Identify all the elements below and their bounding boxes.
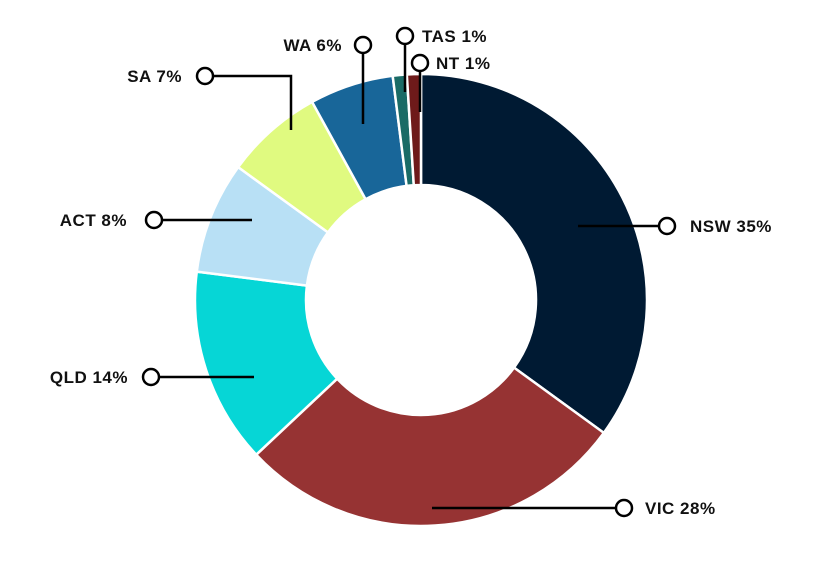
- data-label-vic: VIC 28%: [645, 499, 716, 518]
- leader-marker-sa: [195, 66, 215, 86]
- data-label-wa: WA 6%: [283, 36, 342, 55]
- leader-marker-qld: [141, 367, 161, 387]
- data-label-qld: QLD 14%: [50, 368, 128, 387]
- leader-marker-wa: [353, 35, 373, 55]
- leader-marker-nsw: [657, 216, 677, 236]
- leader-marker-tas: [395, 26, 415, 46]
- leader-marker-vic: [614, 498, 634, 518]
- leader-marker-act: [144, 210, 164, 230]
- slice-vic: [254, 365, 606, 528]
- leader-line-sa: [214, 74, 293, 130]
- slice-nsw: [419, 72, 649, 435]
- data-label-nsw: NSW 35%: [690, 217, 772, 236]
- data-label-nt: NT 1%: [436, 54, 490, 73]
- data-label-tas: TAS 1%: [422, 27, 487, 46]
- data-label-sa: SA 7%: [127, 67, 182, 86]
- slice-nt: [405, 72, 423, 187]
- leader-marker-nt: [410, 53, 430, 73]
- data-label-act: ACT 8%: [60, 211, 127, 230]
